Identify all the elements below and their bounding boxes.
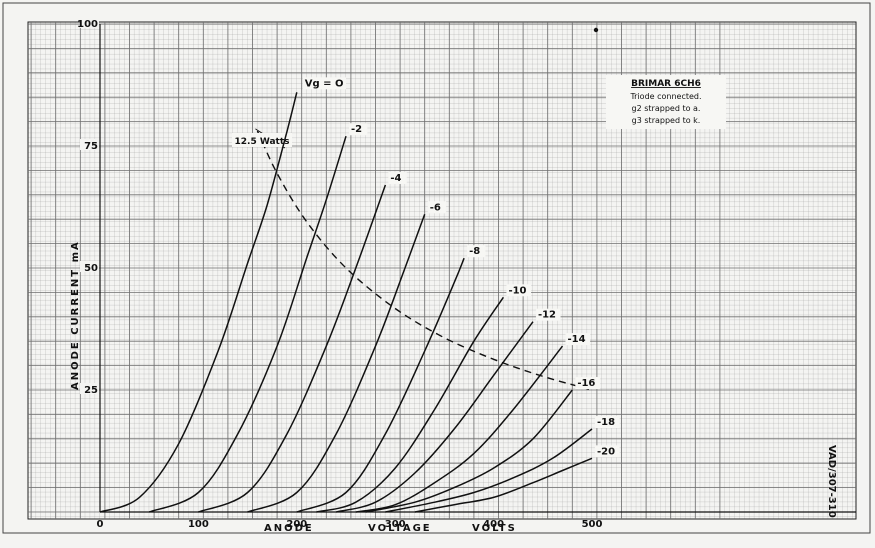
series-line — [296, 257, 465, 513]
series-label: -12 — [538, 310, 556, 321]
x-axis-label-part-3: VOLTS — [472, 523, 517, 534]
series-label: -10 — [508, 285, 526, 296]
series-label-backing — [595, 416, 620, 429]
series-label: -6 — [430, 202, 441, 213]
x-tick-label: 200 — [286, 519, 307, 530]
x-tick-label: 400 — [483, 519, 504, 530]
series-label-backing — [349, 123, 368, 136]
x-tick-label: 300 — [385, 519, 406, 530]
series-label: -14 — [567, 334, 585, 345]
series-line — [247, 214, 426, 513]
series-line — [316, 296, 505, 513]
y-tick-label-backing — [80, 383, 99, 394]
series-label: -16 — [577, 378, 595, 389]
dissipation-curve — [256, 130, 593, 391]
series-label-backing — [302, 77, 346, 90]
series-label-backing — [427, 201, 447, 214]
series-label-backing — [388, 172, 407, 185]
y-tick-label-backing — [80, 139, 99, 150]
title-block: BRIMAR 6CH6 Triode connected. g2 strappe… — [606, 75, 726, 129]
axes — [99, 24, 856, 513]
y-tick-label: 100 — [77, 19, 98, 30]
chart-title: BRIMAR 6CH6 — [631, 79, 701, 89]
dissipation-layer: 12.5 Watts — [232, 128, 593, 391]
series-label: -8 — [469, 246, 480, 257]
title-line-3: g3 strapped to k. — [632, 116, 701, 125]
dissipation-label-backing — [232, 133, 292, 147]
series-label-backing — [565, 333, 591, 346]
y-tick-label-backing — [80, 261, 99, 272]
y-tick-label-backing — [80, 17, 99, 28]
title-line-1: Triode connected. — [629, 92, 701, 101]
series-line — [148, 135, 347, 513]
y-axis-label: ANODE CURRENT mA — [70, 240, 81, 390]
series-line — [336, 321, 534, 513]
x-tick-label: 0 — [97, 519, 104, 530]
series-line — [355, 345, 564, 513]
y-tick-label: 75 — [84, 141, 98, 152]
series-label-backing — [595, 445, 620, 458]
series-line — [414, 457, 593, 513]
title-line-2: g2 strapped to a. — [632, 104, 701, 113]
x-axis-label-part-2: VOLTAGE — [368, 523, 432, 534]
dissipation-label: 12.5 Watts — [235, 137, 290, 147]
x-tick-label: 100 — [188, 519, 209, 530]
series-label-backing — [506, 284, 532, 297]
series-label-backing — [535, 308, 561, 321]
label-layer: 0 100 200 300 400 500 25 50 75 100 — [77, 17, 602, 530]
series-layer: Vg = O -2 -4 -6 -8 -10 -12 -14 -16 -18 -20 — [99, 77, 620, 513]
series-label-backing — [467, 245, 486, 258]
outer-frame — [2, 2, 871, 534]
y-tick-label: 25 — [84, 385, 98, 396]
series-line — [385, 428, 593, 513]
series-line — [365, 389, 573, 513]
series-label-backing — [575, 377, 600, 389]
x-axis-label-part-1: ANODE — [264, 523, 314, 534]
x-tick-label: 500 — [582, 519, 603, 530]
series-line — [198, 184, 387, 513]
series-label: Vg = O — [305, 78, 344, 89]
registration-dot — [593, 27, 599, 33]
series-line — [99, 92, 298, 513]
series-label: -18 — [597, 417, 615, 428]
reference-code: VAD/307-310 — [826, 445, 837, 518]
series-label: -4 — [390, 173, 401, 184]
series-label: -20 — [597, 446, 615, 457]
series-label: -2 — [351, 124, 362, 135]
y-tick-label: 50 — [84, 263, 98, 274]
